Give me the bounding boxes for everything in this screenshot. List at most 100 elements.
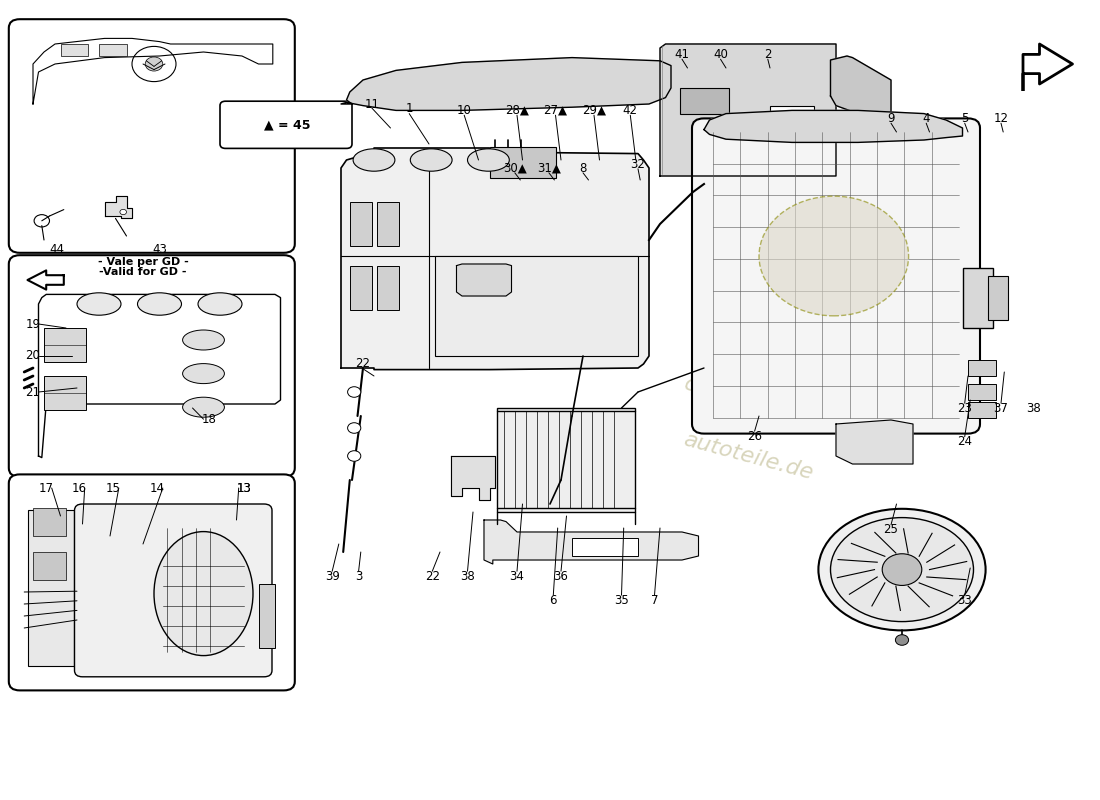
Polygon shape bbox=[341, 148, 649, 370]
Text: 24: 24 bbox=[957, 435, 972, 448]
Polygon shape bbox=[836, 420, 913, 464]
Ellipse shape bbox=[77, 293, 121, 315]
Text: 19: 19 bbox=[25, 318, 41, 330]
Text: 18: 18 bbox=[201, 413, 217, 426]
Text: 23: 23 bbox=[957, 402, 972, 414]
FancyBboxPatch shape bbox=[692, 118, 980, 434]
Text: 13: 13 bbox=[236, 482, 252, 494]
Text: 35: 35 bbox=[614, 594, 629, 606]
Polygon shape bbox=[484, 520, 698, 564]
Ellipse shape bbox=[818, 509, 986, 630]
Ellipse shape bbox=[138, 293, 182, 315]
Bar bbox=[33, 508, 66, 536]
Text: 25: 25 bbox=[883, 523, 899, 536]
Text: 28▲: 28▲ bbox=[505, 104, 529, 117]
Bar bbox=[490, 147, 556, 178]
Bar bbox=[33, 552, 66, 580]
Ellipse shape bbox=[154, 532, 253, 656]
Polygon shape bbox=[451, 456, 495, 500]
Text: 41: 41 bbox=[674, 48, 690, 61]
Bar bbox=[962, 268, 993, 328]
Polygon shape bbox=[1023, 44, 1072, 90]
Text: autoteile.de: autoteile.de bbox=[681, 429, 815, 483]
Ellipse shape bbox=[183, 364, 224, 384]
Text: 7: 7 bbox=[651, 594, 658, 606]
Bar bbox=[968, 360, 996, 376]
Text: - Vale per GD -: - Vale per GD - bbox=[98, 257, 188, 266]
Polygon shape bbox=[830, 56, 891, 122]
Ellipse shape bbox=[198, 293, 242, 315]
Text: 13: 13 bbox=[236, 482, 252, 494]
Text: 4: 4 bbox=[923, 112, 930, 125]
Circle shape bbox=[348, 422, 361, 434]
Text: 21: 21 bbox=[25, 386, 41, 398]
Text: 27▲: 27▲ bbox=[543, 104, 568, 117]
Text: 30▲: 30▲ bbox=[503, 162, 527, 174]
Text: 34: 34 bbox=[509, 570, 525, 582]
Text: 15: 15 bbox=[106, 482, 121, 494]
FancyBboxPatch shape bbox=[75, 504, 272, 677]
Polygon shape bbox=[341, 58, 671, 110]
Text: 43: 43 bbox=[152, 243, 167, 256]
Polygon shape bbox=[104, 196, 132, 218]
Text: 29▲: 29▲ bbox=[582, 104, 606, 117]
Ellipse shape bbox=[183, 330, 224, 350]
Ellipse shape bbox=[410, 149, 452, 171]
Bar bbox=[770, 106, 814, 134]
Text: 12: 12 bbox=[993, 112, 1009, 125]
Text: 36: 36 bbox=[553, 570, 569, 582]
Text: 11: 11 bbox=[364, 98, 380, 110]
Circle shape bbox=[120, 210, 127, 214]
Text: 17: 17 bbox=[39, 482, 54, 494]
Text: 22: 22 bbox=[355, 358, 371, 370]
Text: 8: 8 bbox=[580, 162, 586, 174]
Text: 5: 5 bbox=[961, 112, 968, 125]
Bar bbox=[680, 88, 729, 114]
Polygon shape bbox=[660, 44, 836, 176]
Circle shape bbox=[895, 634, 909, 646]
Text: 10: 10 bbox=[456, 104, 472, 117]
Bar bbox=[968, 384, 996, 400]
Text: 42: 42 bbox=[623, 104, 638, 117]
FancyBboxPatch shape bbox=[9, 255, 295, 477]
Text: 33: 33 bbox=[957, 594, 972, 606]
Bar bbox=[28, 510, 74, 666]
Circle shape bbox=[348, 386, 361, 398]
Text: 22: 22 bbox=[425, 570, 440, 582]
Text: 1: 1 bbox=[406, 102, 412, 114]
Ellipse shape bbox=[468, 149, 509, 171]
Text: 40: 40 bbox=[713, 48, 728, 61]
Polygon shape bbox=[28, 270, 64, 290]
Text: 20: 20 bbox=[25, 350, 41, 362]
Text: -Valid for GD -: -Valid for GD - bbox=[99, 267, 187, 277]
Bar bbox=[350, 266, 372, 310]
Text: ▲ = 45: ▲ = 45 bbox=[264, 118, 310, 131]
Bar bbox=[44, 328, 86, 362]
Text: 3: 3 bbox=[355, 570, 362, 582]
Polygon shape bbox=[39, 294, 280, 458]
Bar bbox=[434, 256, 638, 356]
Circle shape bbox=[882, 554, 922, 586]
Bar bbox=[497, 408, 635, 512]
Polygon shape bbox=[704, 110, 962, 142]
Text: 31▲: 31▲ bbox=[537, 162, 561, 174]
Circle shape bbox=[759, 196, 909, 316]
Bar bbox=[99, 44, 127, 56]
Text: 38: 38 bbox=[1026, 402, 1042, 414]
Bar bbox=[350, 202, 372, 246]
Text: 14: 14 bbox=[150, 482, 165, 494]
Text: 38: 38 bbox=[460, 570, 475, 582]
Ellipse shape bbox=[830, 518, 974, 622]
Bar bbox=[572, 538, 638, 556]
Text: 39: 39 bbox=[324, 570, 340, 582]
Bar bbox=[44, 376, 86, 410]
Circle shape bbox=[348, 450, 361, 462]
Circle shape bbox=[145, 57, 163, 71]
Bar bbox=[60, 44, 88, 56]
Text: 44: 44 bbox=[50, 243, 65, 256]
FancyBboxPatch shape bbox=[9, 474, 295, 690]
Text: classicparts: classicparts bbox=[682, 374, 814, 426]
Text: 6: 6 bbox=[550, 594, 557, 606]
Ellipse shape bbox=[353, 149, 395, 171]
Text: 9: 9 bbox=[888, 112, 894, 125]
